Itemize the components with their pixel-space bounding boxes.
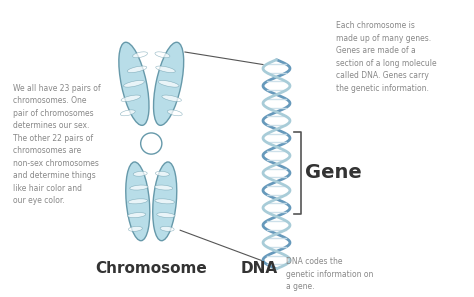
Ellipse shape [158, 80, 179, 87]
Text: Each chromosome is
made up of many genes.
Genes are made of a
section of a long : Each chromosome is made up of many genes… [336, 21, 437, 93]
Ellipse shape [156, 66, 175, 72]
Text: DNA: DNA [241, 261, 278, 276]
Ellipse shape [155, 52, 170, 58]
Ellipse shape [133, 171, 147, 176]
Ellipse shape [153, 162, 177, 241]
Ellipse shape [157, 213, 175, 218]
Ellipse shape [128, 226, 142, 231]
Ellipse shape [127, 66, 147, 72]
Ellipse shape [120, 110, 135, 116]
Text: We all have 23 pairs of
chromosomes. One
pair of chromosomes
determines our sex.: We all have 23 pairs of chromosomes. One… [12, 84, 100, 205]
Ellipse shape [155, 199, 174, 204]
Ellipse shape [162, 95, 182, 102]
Ellipse shape [154, 42, 184, 125]
Text: DNA codes the
genetic information on
a gene.: DNA codes the genetic information on a g… [286, 257, 374, 291]
Ellipse shape [128, 199, 147, 204]
Ellipse shape [155, 171, 169, 176]
Ellipse shape [119, 42, 149, 125]
Ellipse shape [133, 52, 147, 58]
Ellipse shape [167, 110, 182, 116]
Ellipse shape [160, 226, 174, 231]
Ellipse shape [130, 185, 148, 190]
Ellipse shape [141, 133, 162, 154]
Text: Chromosome: Chromosome [95, 261, 207, 276]
Ellipse shape [155, 185, 173, 190]
Ellipse shape [126, 162, 150, 241]
Ellipse shape [128, 213, 146, 218]
Ellipse shape [121, 95, 141, 102]
Text: Gene: Gene [305, 163, 362, 182]
Ellipse shape [124, 80, 145, 87]
